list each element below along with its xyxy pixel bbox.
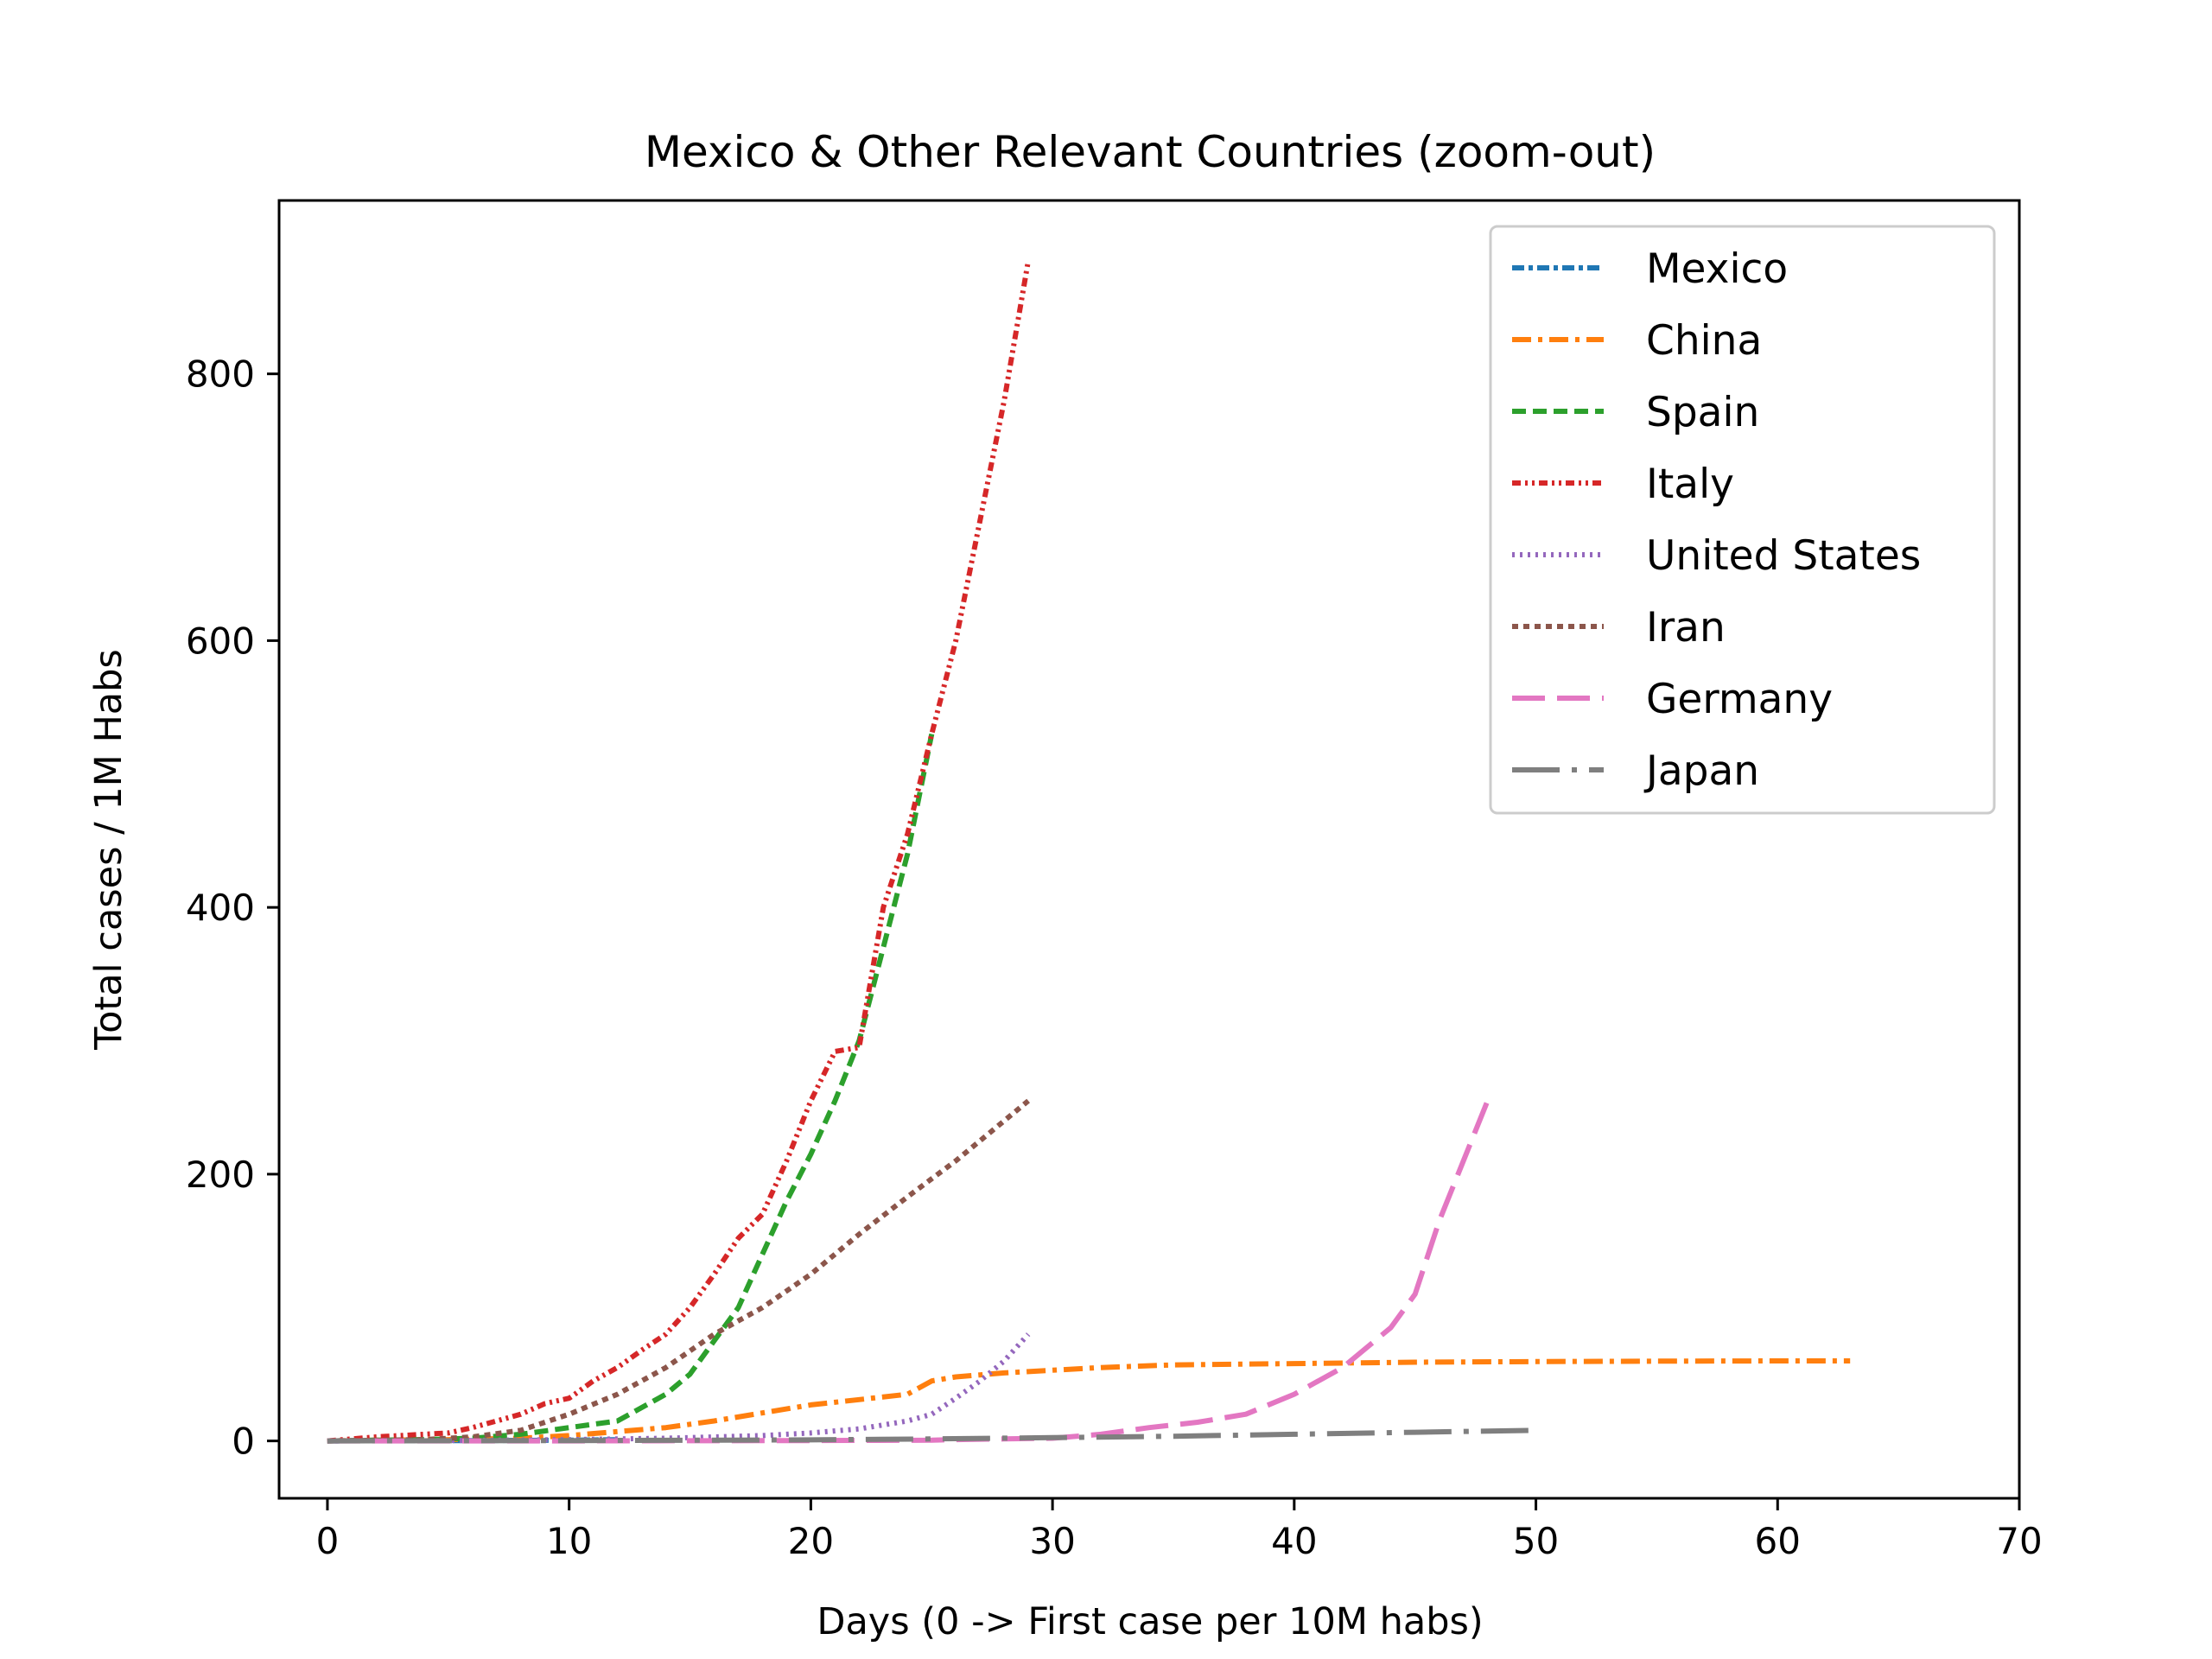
x-axis: 0 10 20 30 40 50 60 70 bbox=[316, 1498, 2043, 1562]
x-tick-label: 20 bbox=[788, 1520, 834, 1562]
y-tick-label: 600 bbox=[186, 620, 255, 662]
y-tick-label: 400 bbox=[186, 887, 255, 929]
legend: Mexico China Spain Italy United States Iran Ge… bbox=[1489, 225, 1996, 815]
x-tick-label: 40 bbox=[1271, 1520, 1317, 1562]
legend-label: Iran bbox=[1646, 604, 1726, 652]
legend-label: Japan bbox=[1643, 747, 1759, 795]
legend-label: China bbox=[1646, 317, 1762, 365]
y-tick-label: 800 bbox=[186, 353, 255, 396]
x-tick-label: 60 bbox=[1755, 1520, 1801, 1562]
series-line-italy bbox=[327, 259, 1032, 1444]
y-axis: 0 200 400 600 800 bbox=[186, 353, 279, 1463]
legend-label: Mexico bbox=[1646, 245, 1788, 293]
series-line-china bbox=[327, 1358, 1851, 1444]
x-axis-label: Days (0 -> First case per 10M habs) bbox=[817, 1600, 1483, 1643]
legend-box bbox=[1489, 225, 1996, 815]
axes-frame bbox=[277, 199, 2021, 1500]
y-tick-label: 200 bbox=[186, 1154, 255, 1196]
legend-label: Italy bbox=[1646, 461, 1734, 508]
x-tick-label: 0 bbox=[316, 1520, 340, 1562]
series-line-iran bbox=[327, 1098, 1031, 1444]
x-tick-label: 50 bbox=[1513, 1520, 1559, 1562]
chart-title: Mexico & Other Relevant Countries (zoom-… bbox=[645, 127, 1656, 177]
series-layer bbox=[327, 259, 1851, 1444]
legend-label: Germany bbox=[1646, 676, 1833, 723]
series-line-japan bbox=[327, 1427, 1536, 1444]
plot-area bbox=[277, 199, 2021, 1500]
y-tick-label: 0 bbox=[232, 1421, 255, 1463]
x-tick-label: 70 bbox=[1996, 1520, 2042, 1562]
legend-label: United States bbox=[1646, 532, 1921, 580]
x-tick-label: 10 bbox=[546, 1520, 592, 1562]
x-tick-label: 30 bbox=[1029, 1520, 1075, 1562]
y-axis-label: Total cases / 1M Habs bbox=[87, 649, 130, 1051]
legend-label: Spain bbox=[1646, 389, 1759, 436]
